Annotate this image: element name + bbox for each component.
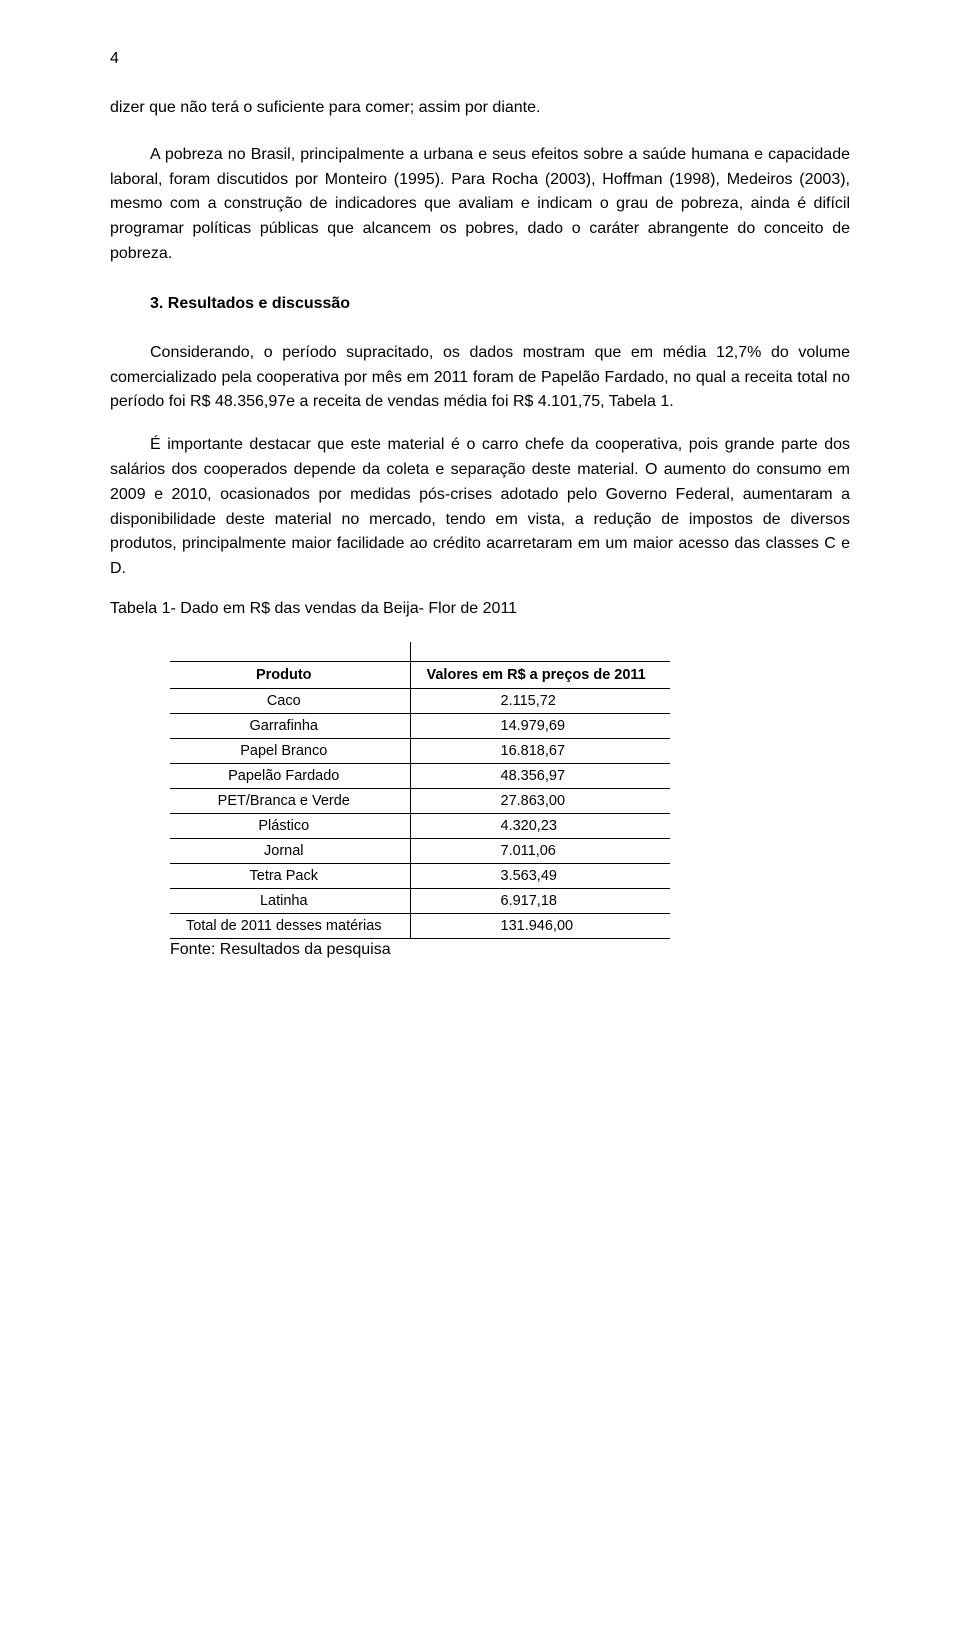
table-cell-produto: Plástico bbox=[170, 814, 410, 839]
data-table: Produto Valores em R$ a preços de 2011 C… bbox=[170, 642, 670, 940]
table-row: Papel Branco16.818,67 bbox=[170, 739, 670, 764]
table-header-produto: Produto bbox=[170, 662, 410, 689]
table-row: Latinha6.917,18 bbox=[170, 889, 670, 914]
table-cell-produto: Jornal bbox=[170, 839, 410, 864]
table-cell-valor: 14.979,69 bbox=[410, 714, 670, 739]
body-paragraph-1: Considerando, o período supracitado, os … bbox=[110, 341, 850, 415]
table-row: Plástico4.320,23 bbox=[170, 814, 670, 839]
page-number: 4 bbox=[110, 50, 850, 68]
table-row: Caco2.115,72 bbox=[170, 689, 670, 714]
table-cell-produto: Papel Branco bbox=[170, 739, 410, 764]
table-cell-produto: PET/Branca e Verde bbox=[170, 789, 410, 814]
table-row: Tetra Pack3.563,49 bbox=[170, 864, 670, 889]
table-cell-produto: Papelão Fardado bbox=[170, 764, 410, 789]
table-row: PET/Branca e Verde27.863,00 bbox=[170, 789, 670, 814]
table-cell-valor: 4.320,23 bbox=[410, 814, 670, 839]
table-cell-valor: 7.011,06 bbox=[410, 839, 670, 864]
section-heading: 3. Resultados e discussão bbox=[110, 295, 850, 313]
paragraph-intro-1: dizer que não terá o suficiente para com… bbox=[110, 96, 850, 121]
body-paragraph-2: É importante destacar que este material … bbox=[110, 433, 850, 582]
table-header-valores: Valores em R$ a preços de 2011 bbox=[410, 662, 670, 689]
table-cell-valor: 3.563,49 bbox=[410, 864, 670, 889]
table-cell-valor: 131.946,00 bbox=[410, 914, 670, 939]
table-cell-produto: Garrafinha bbox=[170, 714, 410, 739]
table-caption: Tabela 1- Dado em R$ das vendas da Beija… bbox=[110, 600, 850, 618]
table-row: Garrafinha14.979,69 bbox=[170, 714, 670, 739]
table-row: Jornal7.011,06 bbox=[170, 839, 670, 864]
table-source: Fonte: Resultados da pesquisa bbox=[170, 941, 850, 959]
table-header-row: Produto Valores em R$ a preços de 2011 bbox=[170, 662, 670, 689]
table-cell-valor: 16.818,67 bbox=[410, 739, 670, 764]
table-cell-produto: Tetra Pack bbox=[170, 864, 410, 889]
table-cell-valor: 27.863,00 bbox=[410, 789, 670, 814]
table-row: Total de 2011 desses matérias131.946,00 bbox=[170, 914, 670, 939]
table-cell-produto: Latinha bbox=[170, 889, 410, 914]
table-cell-produto: Caco bbox=[170, 689, 410, 714]
table-cell-valor: 6.917,18 bbox=[410, 889, 670, 914]
paragraph-intro-2: A pobreza no Brasil, principalmente a ur… bbox=[110, 143, 850, 267]
table-cell-produto: Total de 2011 desses matérias bbox=[170, 914, 410, 939]
table-cell-valor: 2.115,72 bbox=[410, 689, 670, 714]
table-row: Papelão Fardado48.356,97 bbox=[170, 764, 670, 789]
table-cell-valor: 48.356,97 bbox=[410, 764, 670, 789]
